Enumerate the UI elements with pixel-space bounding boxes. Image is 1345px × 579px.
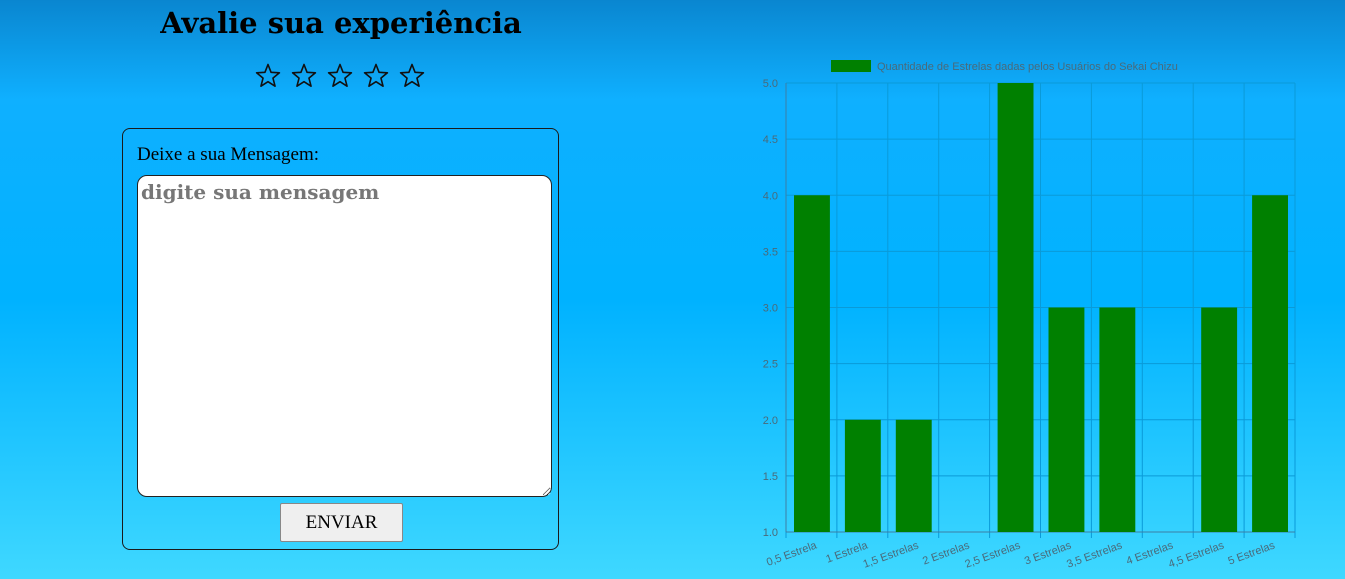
bar (844, 419, 881, 532)
y-tick-label: 3.5 (763, 246, 778, 258)
y-tick-label: 2.0 (763, 415, 778, 427)
star-outline-icon[interactable] (254, 62, 282, 90)
legend-swatch (831, 60, 871, 72)
bar (1099, 307, 1136, 532)
star-outline-icon[interactable] (398, 62, 426, 90)
x-tick-label: 0,5 Estrela (765, 539, 819, 569)
legend-label: Quantidade de Estrelas dadas pelos Usuár… (877, 61, 1178, 73)
y-tick-label: 3.0 (763, 303, 778, 315)
y-tick-label: 5.0 (763, 78, 778, 90)
bar (794, 195, 830, 532)
star-outline-icon[interactable] (362, 62, 390, 90)
message-label: Deixe a sua Mensagem: (137, 144, 320, 165)
page-title: Avalie sua experiência (160, 6, 522, 40)
y-tick-label: 2.5 (763, 359, 778, 371)
star-outline-icon[interactable] (290, 62, 318, 90)
message-input[interactable] (137, 175, 552, 497)
star-rating (254, 62, 426, 90)
message-form: Deixe a sua Mensagem: ENVIAR (122, 128, 559, 550)
star-outline-icon[interactable] (326, 62, 354, 90)
ratings-chart-svg: 1.01.52.02.53.03.54.04.55.00,5 Estrela 1 … (763, 60, 1296, 571)
x-tick-label: 2,5 Estrelas (963, 539, 1022, 570)
bar (1048, 307, 1085, 532)
y-tick-label: 1.5 (763, 471, 778, 483)
ratings-chart: 1.0 1.5 2.0 2.5 3.0 3.5 4.0 4.5 5.0 0,5 Estrela 1 … (740, 50, 1320, 579)
bar (1201, 307, 1238, 532)
x-tick-label: 1,5 Estrelas (862, 539, 921, 570)
x-tick-label: 5 Estrelas (1227, 539, 1278, 567)
x-tick-label: 3,5 Estrelas (1065, 539, 1124, 570)
bar (895, 419, 932, 532)
y-tick-label: 1.0 (763, 527, 778, 539)
y-tick-label: 4.0 (763, 190, 778, 202)
x-tick-label: 4,5 Estrelas (1167, 539, 1226, 570)
bar (1252, 195, 1288, 532)
bar (997, 83, 1034, 532)
y-tick-label: 4.5 (763, 134, 778, 146)
send-button[interactable]: ENVIAR (280, 503, 403, 542)
